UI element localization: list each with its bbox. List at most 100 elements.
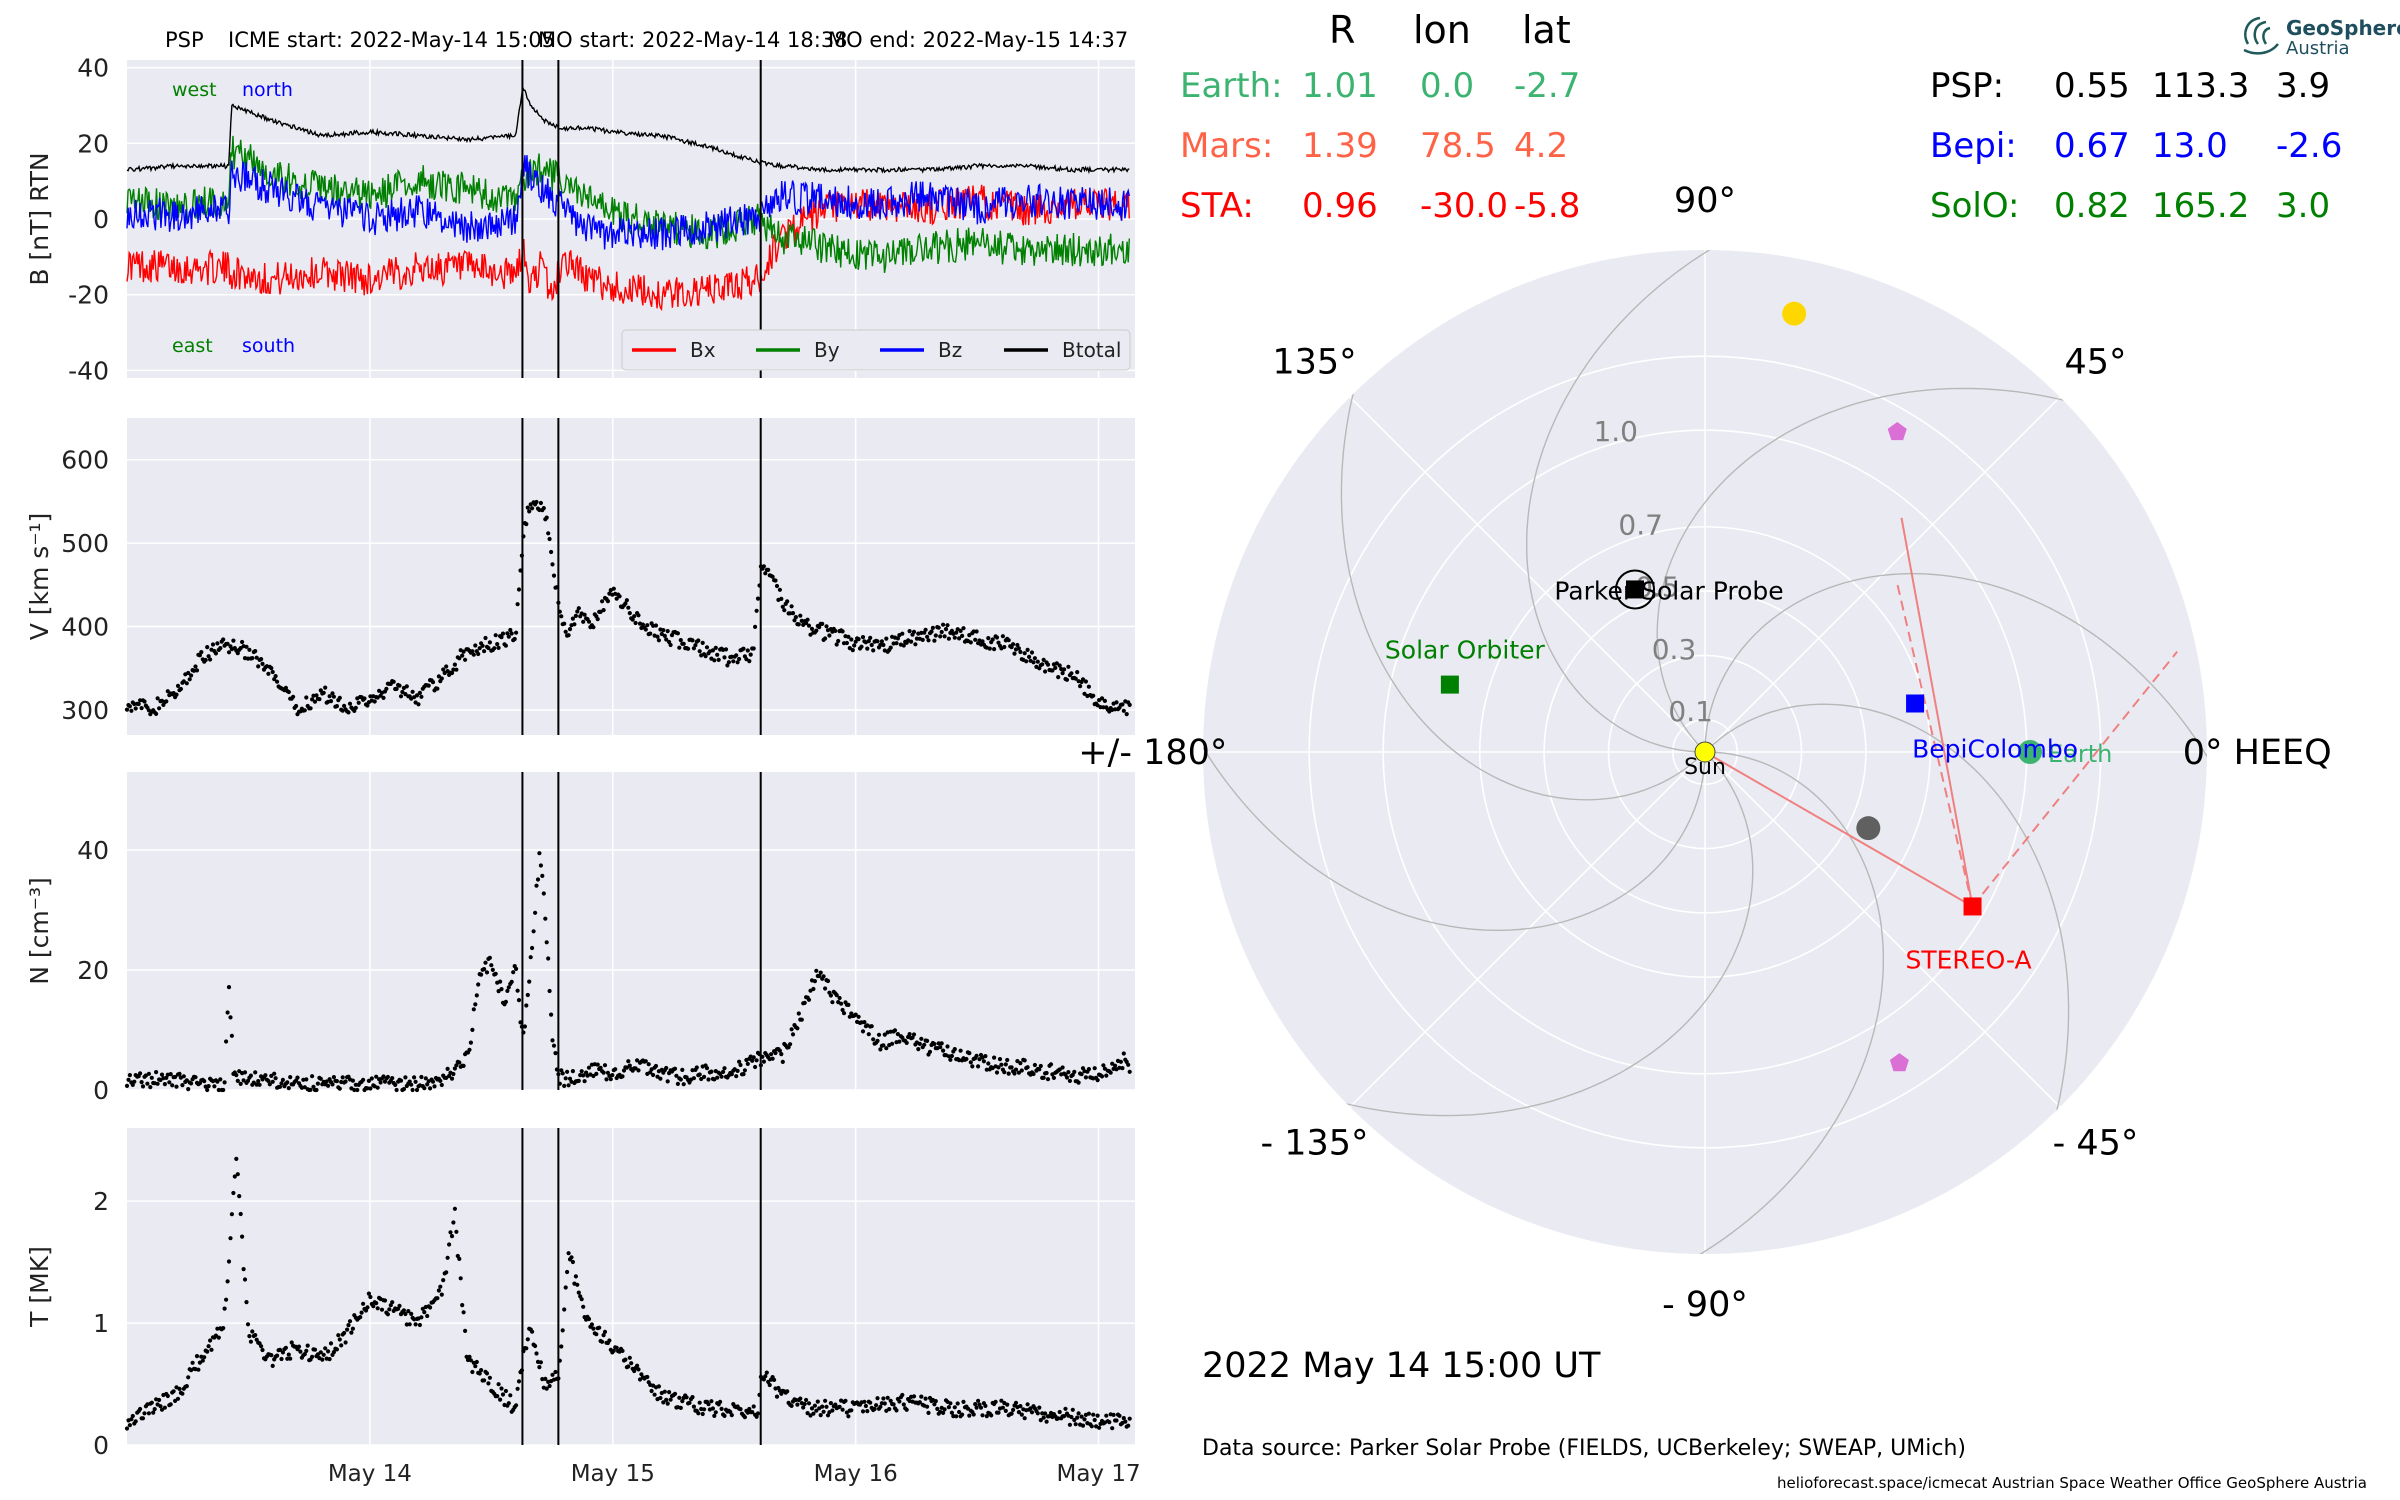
scatter-point: [823, 1398, 828, 1403]
scatter-point: [627, 1063, 632, 1068]
scatter-point: [610, 1073, 615, 1078]
scatter-point: [814, 628, 819, 633]
table-right-0-lon: 113.3: [2152, 66, 2250, 106]
scatter-point: [1045, 1077, 1051, 1082]
table-left-1-lat: 4.2: [1514, 126, 1569, 166]
scatter-point: [238, 1211, 243, 1217]
scatter-point: [738, 1407, 743, 1412]
scatter-point: [939, 1041, 944, 1046]
scatter-point: [1048, 1062, 1054, 1067]
scatter-point: [245, 1078, 251, 1083]
scatter-point: [410, 689, 415, 694]
scatter-point: [598, 1065, 603, 1070]
scatter-point: [591, 1326, 596, 1331]
scatter-point: [751, 1055, 756, 1060]
scatter-point: [305, 1343, 310, 1348]
scatter-point: [742, 1415, 748, 1420]
scatter-point: [138, 1406, 143, 1412]
panel-background: [127, 1128, 1135, 1445]
scatter-point: [541, 506, 546, 511]
scatter-point: [448, 1230, 453, 1235]
scatter-point: [748, 652, 753, 657]
scatter-point: [524, 1003, 529, 1008]
scatter-point: [209, 1347, 214, 1352]
scatter-point: [1015, 642, 1020, 648]
scatter-point: [382, 1298, 388, 1303]
scatter-point: [1053, 665, 1058, 671]
scatter-point: [1121, 708, 1126, 713]
scatter-point: [1120, 702, 1125, 707]
scatter-point: [486, 1381, 491, 1386]
scatter-point: [343, 1079, 348, 1084]
marker-pentagon: [1889, 1053, 1909, 1072]
scatter-point: [830, 1408, 835, 1413]
scatter-point: [700, 1411, 705, 1417]
scatter-point: [805, 617, 810, 622]
stereo-a-fov-line: [1900, 517, 1974, 907]
scatter-point: [680, 1067, 685, 1072]
scatter-point: [155, 696, 160, 701]
scatter-point: [310, 697, 315, 702]
scatter-point: [224, 1297, 229, 1302]
scatter-point: [1086, 684, 1091, 689]
scatter-point: [974, 1053, 979, 1058]
scatter-point: [814, 968, 819, 973]
geosphere-logo-icon: [2243, 16, 2279, 55]
scatter-point: [716, 657, 721, 663]
body-label-solar-orbiter: Solar Orbiter: [1385, 636, 1546, 665]
table-right-2-lon: 165.2: [2152, 186, 2250, 226]
scatter-point: [320, 1357, 325, 1362]
scatter-point: [790, 1032, 796, 1037]
scatter-point: [866, 639, 871, 644]
scatter-point: [547, 536, 552, 542]
scatter-point: [887, 1407, 892, 1412]
scatter-point: [210, 642, 216, 647]
scatter-point: [990, 637, 995, 642]
scatter-point: [263, 1073, 268, 1078]
scatter-point: [193, 1075, 198, 1080]
scatter-point: [713, 645, 718, 651]
scatter-point: [1051, 1075, 1056, 1080]
scatter-point: [562, 621, 567, 626]
scatter-point: [833, 1402, 838, 1407]
scatter-point: [378, 1080, 383, 1085]
scatter-point: [215, 641, 220, 646]
scatter-point: [601, 1070, 606, 1075]
scatter-point: [476, 651, 481, 657]
scatter-point: [847, 646, 852, 651]
scatter-point: [175, 683, 181, 689]
scatter-point: [693, 643, 698, 648]
scatter-point: [806, 623, 812, 628]
scatter-point: [547, 1383, 552, 1389]
scatter-points: [124, 1156, 1132, 1431]
scatter-point: [508, 627, 513, 633]
scatter-point: [919, 1394, 924, 1399]
scatter-point: [1104, 1073, 1109, 1078]
scatter-point: [725, 663, 730, 668]
scatter-point: [573, 613, 579, 619]
scatter-point: [1016, 1410, 1022, 1415]
scatter-point: [591, 625, 596, 630]
scatter-point: [1041, 1075, 1046, 1080]
scatter-point: [148, 1085, 153, 1090]
scatter-point: [1018, 649, 1023, 655]
scatter-point: [1027, 654, 1032, 660]
scatter-point: [1016, 646, 1022, 651]
scatter-point: [624, 598, 630, 603]
scatter-point: [463, 657, 468, 662]
scatter-point: [495, 1394, 500, 1399]
scatter-point: [976, 1064, 981, 1069]
scatter-point: [242, 1277, 248, 1282]
scatter-point: [576, 1078, 581, 1083]
marker-parker-solar-probe: [1625, 580, 1644, 599]
scatter-point: [1012, 1071, 1017, 1076]
scatter-point: [347, 701, 353, 706]
scatter-point: [336, 1333, 341, 1338]
scatter-point: [259, 657, 264, 662]
scatter-point: [130, 1082, 135, 1087]
scatter-point: [493, 971, 498, 976]
scatter-point: [530, 1329, 535, 1334]
scatter-point: [1078, 684, 1083, 689]
scatter-point: [1063, 1406, 1068, 1411]
scatter-point: [257, 1082, 262, 1087]
